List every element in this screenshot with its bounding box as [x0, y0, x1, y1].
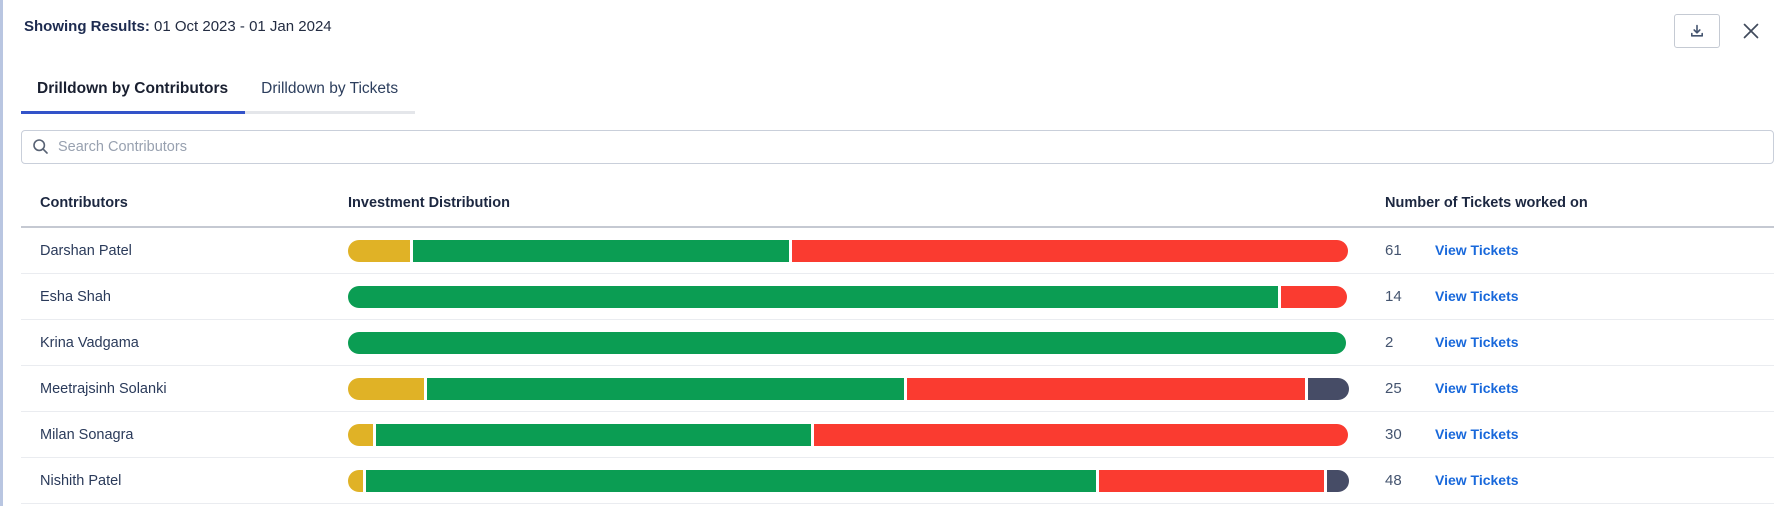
bar-segment-green — [348, 285, 1278, 308]
ticket-count: 14 — [1385, 288, 1402, 305]
contributor-name: Meetrajsinh Solanki — [40, 380, 167, 397]
column-header-contributors: Contributors — [40, 195, 128, 211]
download-button[interactable] — [1674, 14, 1720, 48]
investment-distribution-cell — [348, 239, 1348, 262]
view-tickets-link[interactable]: View Tickets — [1435, 334, 1519, 350]
tab-drilldown-by-contributors[interactable]: Drilldown by Contributors — [21, 70, 246, 114]
ticket-count: 25 — [1385, 380, 1402, 397]
table-body: Darshan Patel 61 View Tickets Esha Shah … — [21, 228, 1774, 504]
download-icon — [1689, 23, 1705, 39]
bar-segment-green — [348, 331, 1346, 354]
table-row: Esha Shah 14 View Tickets — [21, 274, 1774, 320]
bar-segment-red — [814, 423, 1348, 446]
top-bar: Showing Results: 01 Oct 2023 - 01 Jan 20… — [3, 0, 1792, 48]
table-row: Nishith Patel 48 View Tickets — [21, 458, 1774, 504]
top-actions — [1674, 14, 1766, 48]
contributors-table: Contributors Investment Distribution Num… — [21, 164, 1774, 504]
column-header-number-of-tickets: Number of Tickets worked on — [1385, 195, 1588, 211]
contributor-name: Milan Sonagra — [40, 426, 134, 443]
table-row: Milan Sonagra 30 View Tickets — [21, 412, 1774, 458]
search-bar — [21, 130, 1774, 164]
investment-distribution-bar — [348, 469, 1349, 492]
ticket-count: 2 — [1385, 334, 1394, 351]
bar-segment-red — [1099, 469, 1324, 492]
view-tickets-link[interactable]: View Tickets — [1435, 242, 1519, 258]
view-tickets-link[interactable]: View Tickets — [1435, 472, 1519, 488]
investment-distribution-cell — [348, 331, 1348, 354]
bar-segment-green — [427, 377, 904, 400]
investment-distribution-bar — [348, 331, 1348, 354]
table-row: Darshan Patel 61 View Tickets — [21, 228, 1774, 274]
bar-segment-yellow — [348, 423, 373, 446]
investment-distribution-bar — [348, 239, 1348, 262]
investment-distribution-cell — [348, 469, 1349, 492]
tab-drilldown-by-tickets[interactable]: Drilldown by Tickets — [245, 70, 416, 114]
bar-segment-green — [376, 423, 811, 446]
table-header: Contributors Investment Distribution Num… — [21, 164, 1774, 228]
table-row: Krina Vadgama 2 View Tickets — [21, 320, 1774, 366]
view-tickets-link[interactable]: View Tickets — [1435, 380, 1519, 396]
investment-distribution-bar — [348, 285, 1348, 308]
investment-distribution-bar — [348, 423, 1348, 446]
contributor-name: Nishith Patel — [40, 472, 122, 489]
bar-segment-yellow — [348, 239, 410, 262]
view-tickets-link[interactable]: View Tickets — [1435, 288, 1519, 304]
contributor-name: Esha Shah — [40, 288, 111, 305]
close-button[interactable] — [1736, 16, 1766, 46]
investment-distribution-cell — [348, 423, 1348, 446]
tab-bar: Drilldown by Contributors Drilldown by T… — [3, 70, 1792, 114]
bar-segment-red — [1281, 285, 1347, 308]
showing-results-value: 01 Oct 2023 - 01 Jan 2024 — [154, 18, 332, 35]
bar-segment-dark — [1327, 469, 1349, 492]
contributor-name: Darshan Patel — [40, 242, 132, 259]
bar-segment-yellow — [348, 469, 363, 492]
bar-segment-green — [413, 239, 789, 262]
close-icon — [1740, 20, 1762, 42]
investment-distribution-bar — [348, 377, 1349, 400]
ticket-count: 30 — [1385, 426, 1402, 443]
ticket-count: 48 — [1385, 472, 1402, 489]
search-contributors-input[interactable] — [21, 130, 1774, 164]
showing-results: Showing Results: 01 Oct 2023 - 01 Jan 20… — [24, 14, 332, 35]
showing-results-label: Showing Results: — [24, 18, 150, 35]
bar-segment-dark — [1308, 377, 1349, 400]
investment-distribution-cell — [348, 377, 1349, 400]
table-row: Meetrajsinh Solanki 25 View Tickets — [21, 366, 1774, 412]
investment-distribution-cell — [348, 285, 1348, 308]
bar-segment-red — [907, 377, 1305, 400]
column-header-investment-distribution: Investment Distribution — [348, 195, 510, 211]
bar-segment-yellow — [348, 377, 424, 400]
view-tickets-link[interactable]: View Tickets — [1435, 426, 1519, 442]
bar-segment-red — [792, 239, 1348, 262]
contributor-name: Krina Vadgama — [40, 334, 139, 351]
bar-segment-green — [366, 469, 1096, 492]
ticket-count: 61 — [1385, 242, 1402, 259]
